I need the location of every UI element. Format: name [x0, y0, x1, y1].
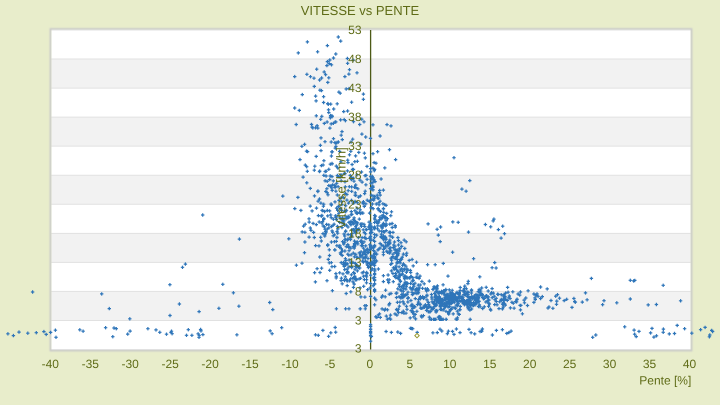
svg-text:38: 38 [348, 110, 362, 124]
svg-text:33: 33 [348, 139, 362, 153]
svg-text:-35: -35 [82, 357, 100, 371]
svg-text:18: 18 [348, 226, 362, 240]
svg-text:-20: -20 [201, 357, 219, 371]
svg-text:20: 20 [523, 357, 537, 371]
svg-text:-5: -5 [325, 357, 336, 371]
svg-text:48: 48 [348, 52, 362, 66]
svg-text:28: 28 [348, 168, 362, 182]
svg-text:40: 40 [683, 357, 697, 371]
svg-text:-40: -40 [42, 357, 60, 371]
svg-text:25: 25 [563, 357, 577, 371]
svg-text:-25: -25 [161, 357, 179, 371]
svg-text:Vitesse [km/h]: Vitesse [km/h] [334, 147, 349, 228]
svg-text:15: 15 [483, 357, 497, 371]
svg-text:23: 23 [348, 197, 362, 211]
svg-text:-10: -10 [281, 357, 299, 371]
svg-text:3: 3 [355, 342, 362, 356]
svg-text:10: 10 [443, 357, 457, 371]
svg-text:5: 5 [407, 357, 414, 371]
svg-text:8: 8 [355, 284, 362, 298]
svg-text:43: 43 [348, 81, 362, 95]
svg-text:-15: -15 [241, 357, 259, 371]
svg-text:0: 0 [367, 357, 374, 371]
svg-text:3: 3 [355, 313, 362, 327]
svg-text:53: 53 [348, 23, 362, 37]
svg-text:30: 30 [603, 357, 617, 371]
svg-text:35: 35 [643, 357, 657, 371]
svg-text:13: 13 [348, 255, 362, 269]
svg-text:VITESSE vs PENTE: VITESSE vs PENTE [301, 3, 420, 18]
svg-text:-30: -30 [122, 357, 140, 371]
svg-text:Pente [%]: Pente [%] [639, 373, 691, 387]
